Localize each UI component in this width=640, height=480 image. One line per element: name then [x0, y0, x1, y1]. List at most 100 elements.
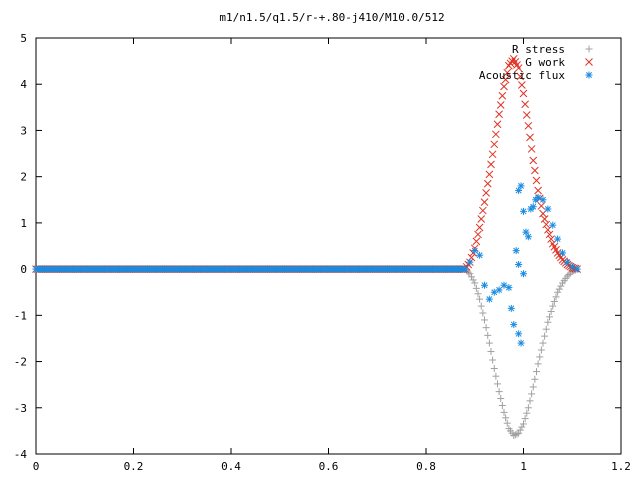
data-point — [474, 230, 482, 239]
data-point — [550, 297, 558, 305]
legend-label: R stress — [512, 43, 565, 56]
data-point — [554, 288, 562, 296]
data-point — [495, 286, 503, 294]
data-point — [469, 276, 477, 284]
legend-label: G work — [525, 56, 565, 69]
data-point — [502, 414, 510, 422]
data-point — [485, 339, 493, 347]
data-point — [534, 186, 542, 195]
plot-area — [32, 54, 581, 440]
data-point — [482, 188, 490, 197]
data-point — [497, 395, 505, 403]
data-point — [516, 426, 524, 434]
data-point — [489, 356, 497, 364]
data-point — [512, 247, 520, 255]
data-point — [482, 324, 490, 332]
data-point — [471, 279, 479, 287]
data-point — [495, 110, 503, 119]
data-point — [515, 330, 523, 338]
data-point — [559, 249, 566, 257]
data-point — [498, 91, 507, 100]
data-point — [494, 380, 501, 388]
x-tick-label: 0 — [33, 460, 40, 473]
y-tick-label: 2 — [20, 171, 27, 184]
data-point — [534, 193, 542, 201]
data-point — [539, 339, 547, 347]
data-point — [547, 307, 555, 315]
data-point — [565, 271, 573, 279]
data-point — [475, 223, 484, 232]
y-tick-label: 1 — [20, 217, 27, 230]
data-point — [466, 270, 474, 278]
data-point — [526, 133, 534, 142]
series-1 — [32, 54, 581, 273]
data-point — [481, 316, 488, 324]
data-point — [518, 81, 526, 89]
data-point — [537, 346, 545, 354]
data-point — [490, 364, 498, 372]
y-tick-label: 4 — [20, 78, 27, 91]
x-tick-label: 0.8 — [416, 460, 436, 473]
data-point — [510, 321, 518, 329]
data-point — [541, 332, 549, 340]
data-point — [568, 263, 576, 271]
data-point — [532, 176, 541, 185]
data-point — [522, 111, 531, 119]
x-tick-label: 0.4 — [221, 460, 241, 473]
data-point — [468, 273, 475, 281]
y-tick-label: 3 — [20, 124, 27, 137]
data-point — [557, 282, 565, 290]
data-point — [549, 302, 557, 310]
data-point — [545, 230, 554, 239]
data-point — [517, 182, 525, 190]
data-point — [472, 284, 480, 292]
data-point — [479, 309, 487, 317]
data-point — [526, 397, 534, 405]
data-point — [492, 130, 500, 139]
data-point — [511, 431, 519, 439]
data-point — [485, 295, 493, 303]
data-point — [507, 304, 515, 312]
x-tick-label: 0.2 — [124, 460, 144, 473]
series-2 — [32, 182, 581, 347]
legend-marker — [585, 58, 593, 66]
data-point — [467, 253, 476, 262]
data-point — [520, 270, 527, 278]
x-tick-label: 1 — [520, 460, 527, 473]
data-point — [555, 285, 563, 293]
data-point — [516, 72, 525, 81]
data-point — [524, 121, 533, 130]
data-point — [500, 281, 508, 289]
data-point — [546, 313, 553, 321]
data-point — [477, 215, 486, 223]
data-point — [515, 260, 523, 268]
y-tick-label: -2 — [14, 356, 27, 369]
data-point — [521, 415, 529, 423]
data-point — [529, 203, 537, 211]
data-point — [524, 233, 532, 241]
data-point — [547, 235, 555, 243]
y-tick-label: -4 — [14, 448, 28, 461]
data-point — [515, 429, 523, 437]
data-point — [542, 325, 550, 333]
data-point — [510, 432, 518, 440]
data-point — [500, 82, 508, 91]
data-point — [471, 247, 479, 255]
data-point — [517, 339, 525, 347]
data-point — [487, 348, 495, 356]
data-point — [472, 237, 481, 246]
data-point — [488, 150, 497, 159]
data-point — [483, 179, 492, 188]
data-point — [533, 368, 540, 376]
data-point — [527, 145, 536, 153]
data-point — [490, 288, 498, 296]
data-point — [480, 198, 489, 206]
data-point — [503, 68, 512, 77]
data-point — [503, 419, 511, 427]
data-point — [490, 140, 499, 149]
data-point — [500, 408, 508, 416]
data-point — [505, 284, 513, 292]
data-point — [544, 318, 552, 326]
data-point — [476, 251, 484, 259]
